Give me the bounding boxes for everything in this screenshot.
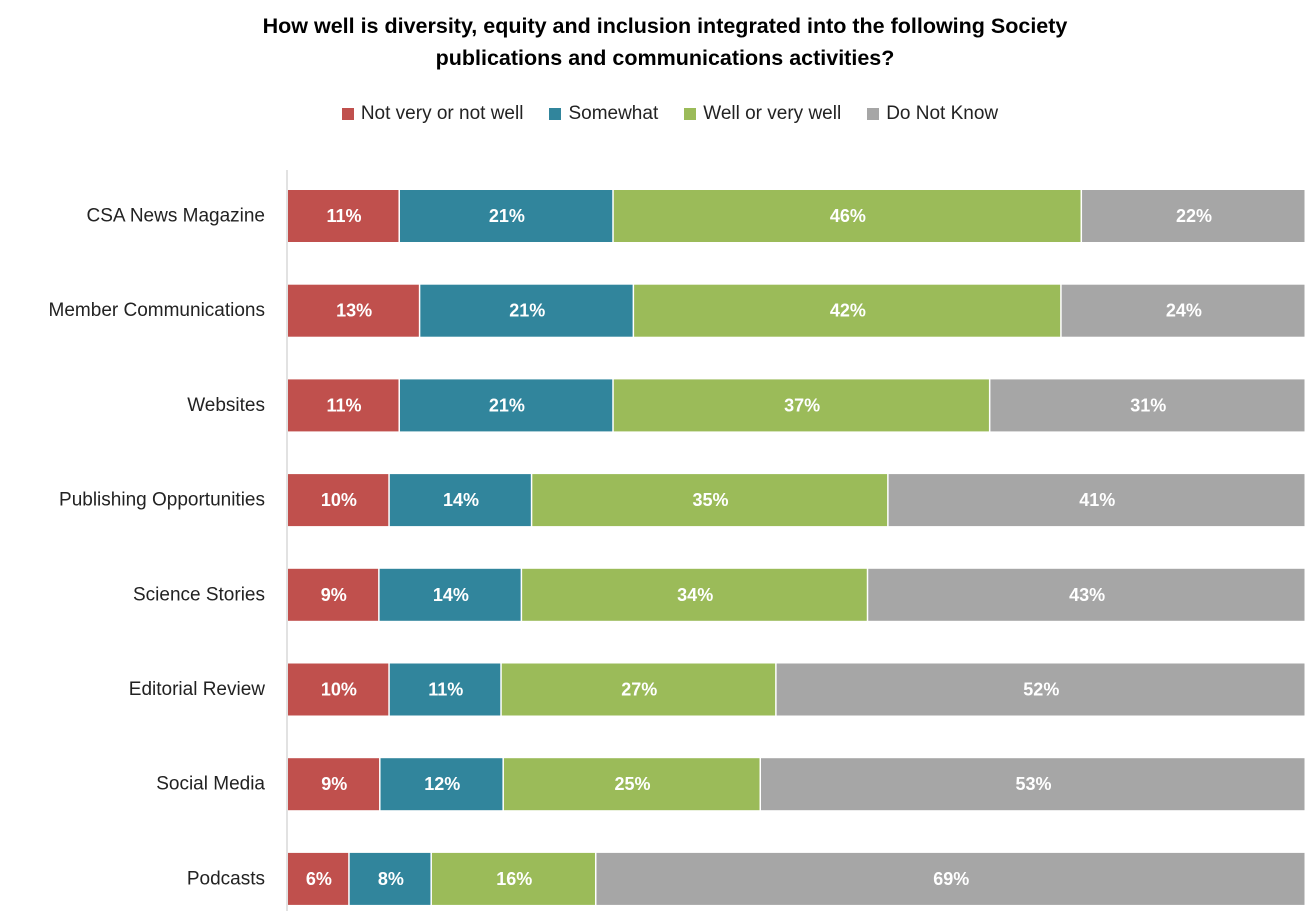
legend-swatch-dont-know — [867, 108, 880, 120]
data-label: 9% — [321, 585, 347, 605]
bar-segment — [380, 758, 503, 811]
bar-segment — [431, 852, 595, 905]
category-label: Science Stories — [133, 584, 265, 605]
bar-segment — [1061, 284, 1305, 337]
data-label: 8% — [378, 869, 404, 889]
data-label: 16% — [496, 869, 532, 889]
data-label: 53% — [1015, 774, 1051, 794]
data-label: 34% — [677, 585, 713, 605]
bar-segment — [288, 758, 380, 811]
bar-segment — [288, 852, 349, 905]
data-label: 25% — [614, 774, 650, 794]
chart-title-line-2: publications and communications activiti… — [435, 46, 895, 70]
bar-segment — [634, 284, 1061, 337]
data-label: 10% — [321, 490, 357, 510]
bar-segment — [399, 190, 613, 242]
data-label: 42% — [830, 301, 866, 321]
bar-segment — [288, 474, 389, 527]
data-label: 14% — [433, 585, 469, 605]
legend-item-well: Well or very well — [684, 103, 841, 125]
data-label: 11% — [326, 395, 361, 415]
category-label: Podcasts — [187, 868, 265, 889]
data-label: 31% — [1130, 395, 1166, 415]
data-label: 21% — [509, 301, 545, 321]
bar-segment — [503, 758, 760, 811]
bar-segment — [288, 284, 419, 337]
legend-item-not-well: Not very or not well — [341, 103, 524, 125]
legend-label-not-well: Not very or not well — [360, 103, 524, 124]
legend-label-dont-know: Do Not Know — [886, 103, 999, 124]
data-label: 14% — [443, 490, 479, 510]
bar-segment — [761, 758, 1305, 811]
bar-segment — [399, 379, 613, 432]
data-label: 37% — [784, 395, 820, 415]
legend-label-well: Well or very well — [703, 103, 842, 124]
legend-item-somewhat: Somewhat — [549, 103, 658, 125]
data-label: 11% — [428, 680, 463, 700]
category-label: Member Communications — [49, 300, 265, 321]
data-label: 69% — [933, 869, 969, 889]
data-label: 10% — [321, 680, 357, 700]
bar-segment — [532, 474, 888, 527]
bar-segment — [379, 568, 521, 621]
bar-segment — [288, 568, 379, 621]
bar-segment — [990, 379, 1305, 432]
category-label: Editorial Review — [129, 679, 265, 700]
bar-segment — [1082, 190, 1305, 242]
legend-label-somewhat: Somewhat — [568, 103, 659, 124]
data-label: 6% — [306, 869, 332, 889]
data-label: 11% — [326, 206, 361, 226]
legend-swatch-not-well — [341, 108, 354, 120]
bar-segment — [501, 663, 776, 716]
legend-swatch-well — [684, 108, 697, 120]
data-label: 13% — [336, 301, 372, 321]
chart-legend: Not very or not well Somewhat Well or ve… — [0, 103, 1310, 125]
bar-segment — [596, 852, 1305, 905]
category-label: CSA News Magazine — [87, 206, 265, 227]
chart-title-line-1: How well is diversity, equity and inclus… — [262, 14, 1068, 38]
bar-segment — [522, 568, 867, 621]
category-label: Websites — [187, 395, 265, 416]
data-label: 9% — [321, 774, 347, 794]
bar-segment — [888, 474, 1305, 527]
bar-segment — [389, 663, 501, 716]
data-label: 46% — [830, 206, 866, 226]
data-label: 12% — [424, 774, 460, 794]
bar-segment — [776, 663, 1305, 716]
legend-swatch-somewhat — [549, 108, 562, 120]
data-label: 21% — [489, 206, 525, 226]
category-label: Social Media — [156, 774, 265, 795]
legend-item-dont-know: Do Not Know — [867, 103, 998, 125]
bar-segment — [288, 379, 399, 432]
bar-segment — [288, 190, 399, 242]
bar-segment — [613, 190, 1081, 242]
bar-segment — [420, 284, 633, 337]
bar-segment — [288, 663, 389, 716]
category-label: Publishing Opportunities — [59, 490, 265, 511]
bar-segment — [613, 379, 989, 432]
bar-segment — [868, 568, 1305, 621]
chart-title: How well is diversity, equity and inclus… — [0, 10, 1310, 74]
data-label: 35% — [692, 490, 728, 510]
data-label: 24% — [1166, 301, 1202, 321]
data-label: 22% — [1176, 206, 1212, 226]
bar-segment — [349, 852, 431, 905]
data-label: 27% — [621, 680, 657, 700]
bar-segment — [389, 474, 531, 527]
data-label: 21% — [489, 395, 525, 415]
data-label: 52% — [1023, 680, 1059, 700]
data-label: 43% — [1069, 585, 1105, 605]
data-label: 41% — [1079, 490, 1115, 510]
